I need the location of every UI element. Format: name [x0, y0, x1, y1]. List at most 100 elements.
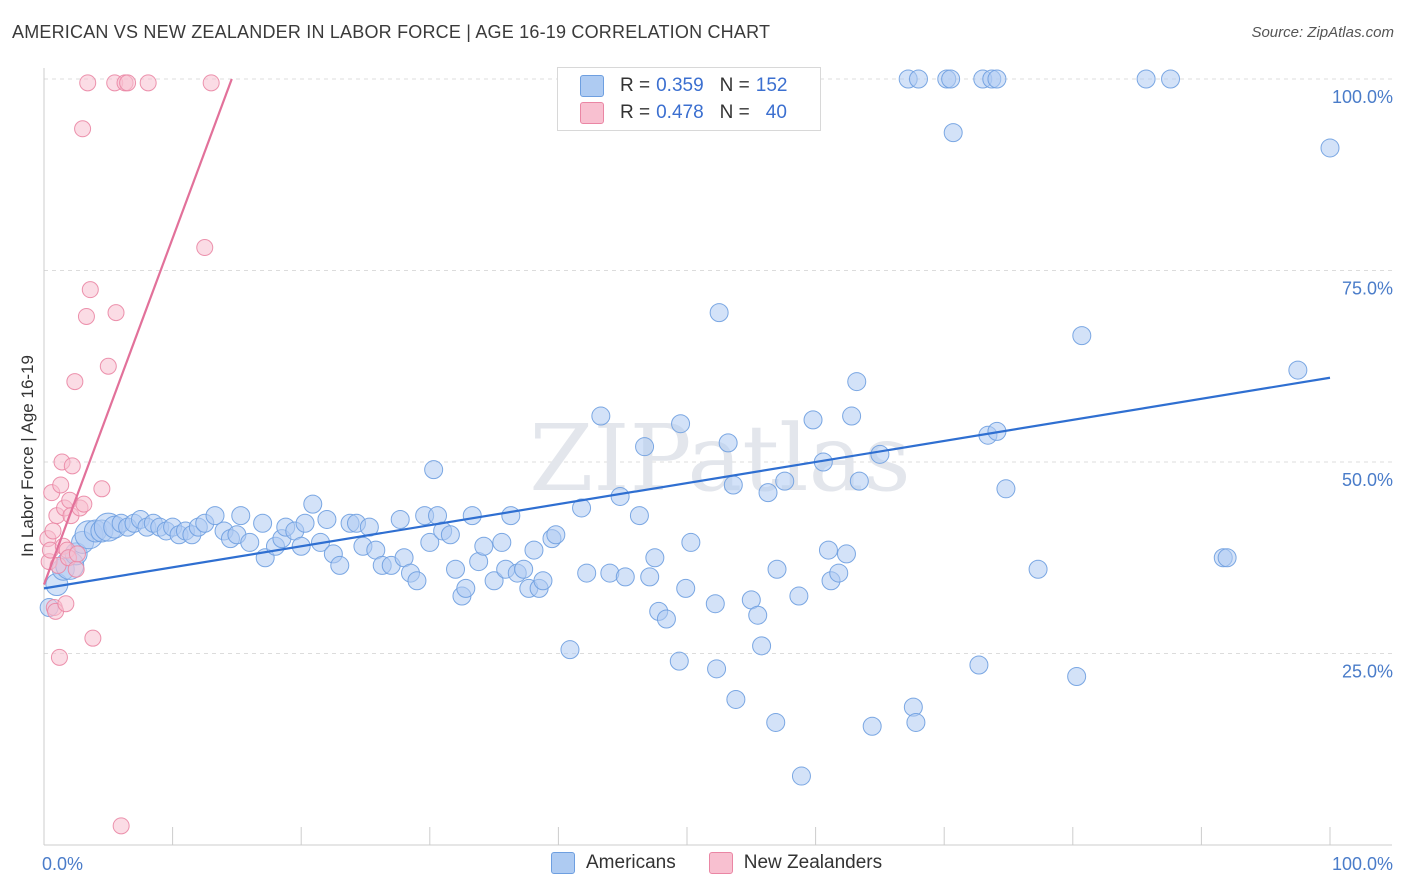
- americans-point: [789, 586, 809, 606]
- americans-point: [707, 659, 727, 679]
- legend-item-new-zealanders[interactable]: New Zealanders: [708, 852, 883, 874]
- americans-point: [766, 712, 786, 732]
- y-tick-label: 75.0%: [1342, 279, 1393, 299]
- americans-point: [906, 712, 926, 732]
- americans-point: [577, 563, 597, 583]
- new-zealanders-point: [93, 480, 111, 498]
- axes: [43, 68, 1392, 846]
- americans-point: [474, 536, 494, 556]
- new-zealanders-r-value: 0.478: [656, 102, 704, 123]
- americans-point: [645, 548, 665, 568]
- n-label: N =: [719, 102, 750, 123]
- chart-title: AMERICAN VS NEW ZEALANDER IN LABOR FORCE…: [12, 22, 771, 42]
- americans-point: [1288, 360, 1308, 380]
- new-zealanders-legend-label: New Zealanders: [743, 852, 883, 873]
- new-zealanders-point: [77, 307, 95, 325]
- new-zealanders-point: [52, 476, 70, 494]
- americans-legend-swatch: [551, 852, 575, 874]
- americans-point: [1161, 69, 1181, 89]
- americans-point: [748, 605, 768, 625]
- americans-point: [829, 563, 849, 583]
- new-zealanders-point: [66, 373, 84, 391]
- x-tick-label-min: 0.0%: [42, 854, 83, 874]
- americans-point: [492, 532, 512, 552]
- americans-point: [390, 509, 410, 529]
- americans-point: [591, 406, 611, 426]
- new-zealanders-n-value: 40: [765, 102, 787, 123]
- americans-trendline: [43, 376, 1331, 590]
- americans-point: [723, 475, 743, 495]
- americans-point: [303, 494, 323, 514]
- americans-point: [635, 437, 655, 457]
- new-zealanders-point: [99, 357, 117, 375]
- americans-point: [870, 444, 890, 464]
- americans-point: [908, 69, 928, 89]
- new-zealanders-point: [57, 595, 75, 613]
- americans-point: [615, 567, 635, 587]
- americans-point: [295, 513, 315, 533]
- americans-point: [407, 571, 427, 591]
- americans-point: [758, 483, 778, 503]
- n-label: N =: [719, 75, 750, 96]
- new-zealanders-point: [68, 545, 86, 563]
- americans-point: [514, 559, 534, 579]
- americans-point: [847, 372, 867, 392]
- americans-point: [317, 509, 337, 529]
- americans-point: [629, 506, 649, 526]
- new-zealanders-point: [50, 648, 68, 666]
- y-tick-label: 50.0%: [1342, 470, 1393, 490]
- americans-point: [671, 414, 691, 434]
- americans-point: [941, 69, 961, 89]
- new-zealanders-point: [74, 120, 92, 138]
- legend-item-americans[interactable]: Americans: [551, 852, 676, 874]
- americans-point: [996, 479, 1016, 499]
- new-zealanders-points: [39, 74, 220, 835]
- series-legend: Americans New Zealanders: [551, 852, 915, 874]
- americans-point: [836, 544, 856, 564]
- americans-point: [705, 594, 725, 614]
- grid: [44, 78, 1392, 654]
- new-zealanders-point: [84, 629, 102, 647]
- r-label: R =: [620, 75, 651, 96]
- new-zealanders-legend-swatch: [708, 852, 733, 874]
- americans-point: [803, 410, 823, 430]
- americans-point: [533, 571, 553, 591]
- new-zealanders-point: [81, 281, 99, 299]
- americans-point: [440, 525, 460, 545]
- americans-point: [484, 571, 504, 591]
- americans-point: [501, 506, 521, 526]
- americans-point: [560, 640, 580, 660]
- americans-point: [669, 651, 689, 671]
- americans-point: [969, 655, 989, 675]
- americans-point: [462, 506, 482, 526]
- americans-point: [1028, 559, 1048, 579]
- y-tick-label: 100.0%: [1332, 87, 1393, 107]
- americans-point: [253, 513, 273, 533]
- americans-point: [231, 506, 251, 526]
- americans-point: [849, 471, 869, 491]
- americans-point: [791, 766, 811, 786]
- r-label: R =: [620, 102, 651, 123]
- americans-point: [681, 532, 701, 552]
- americans-point: [205, 506, 225, 526]
- new-zealanders-point: [139, 74, 157, 92]
- americans-point: [676, 578, 696, 598]
- americans-point: [709, 303, 729, 323]
- americans-point: [524, 540, 544, 560]
- americans-point: [987, 69, 1007, 89]
- americans-point: [640, 567, 660, 587]
- americans-point: [240, 532, 260, 552]
- americans-point: [1217, 548, 1237, 568]
- legend-row-new-zealanders: R = 0.478 N = 40: [580, 100, 787, 126]
- stats-legend: R = 0.359 N = 152 R = 0.478 N = 40: [557, 67, 821, 131]
- americans-n-value: 152: [755, 75, 788, 96]
- new-zealanders-point: [75, 495, 93, 513]
- new-zealanders-point: [107, 304, 125, 322]
- y-tick-label: 25.0%: [1342, 662, 1393, 682]
- axis-labels: 100.0% 75.0% 50.0% 25.0% 0.0% 100.0% In Labor …: [18, 87, 1393, 874]
- americans-point: [420, 532, 440, 552]
- americans-point: [572, 498, 592, 518]
- americans-point: [330, 555, 350, 575]
- trendlines: [42, 78, 1331, 590]
- new-zealanders-point: [119, 74, 137, 92]
